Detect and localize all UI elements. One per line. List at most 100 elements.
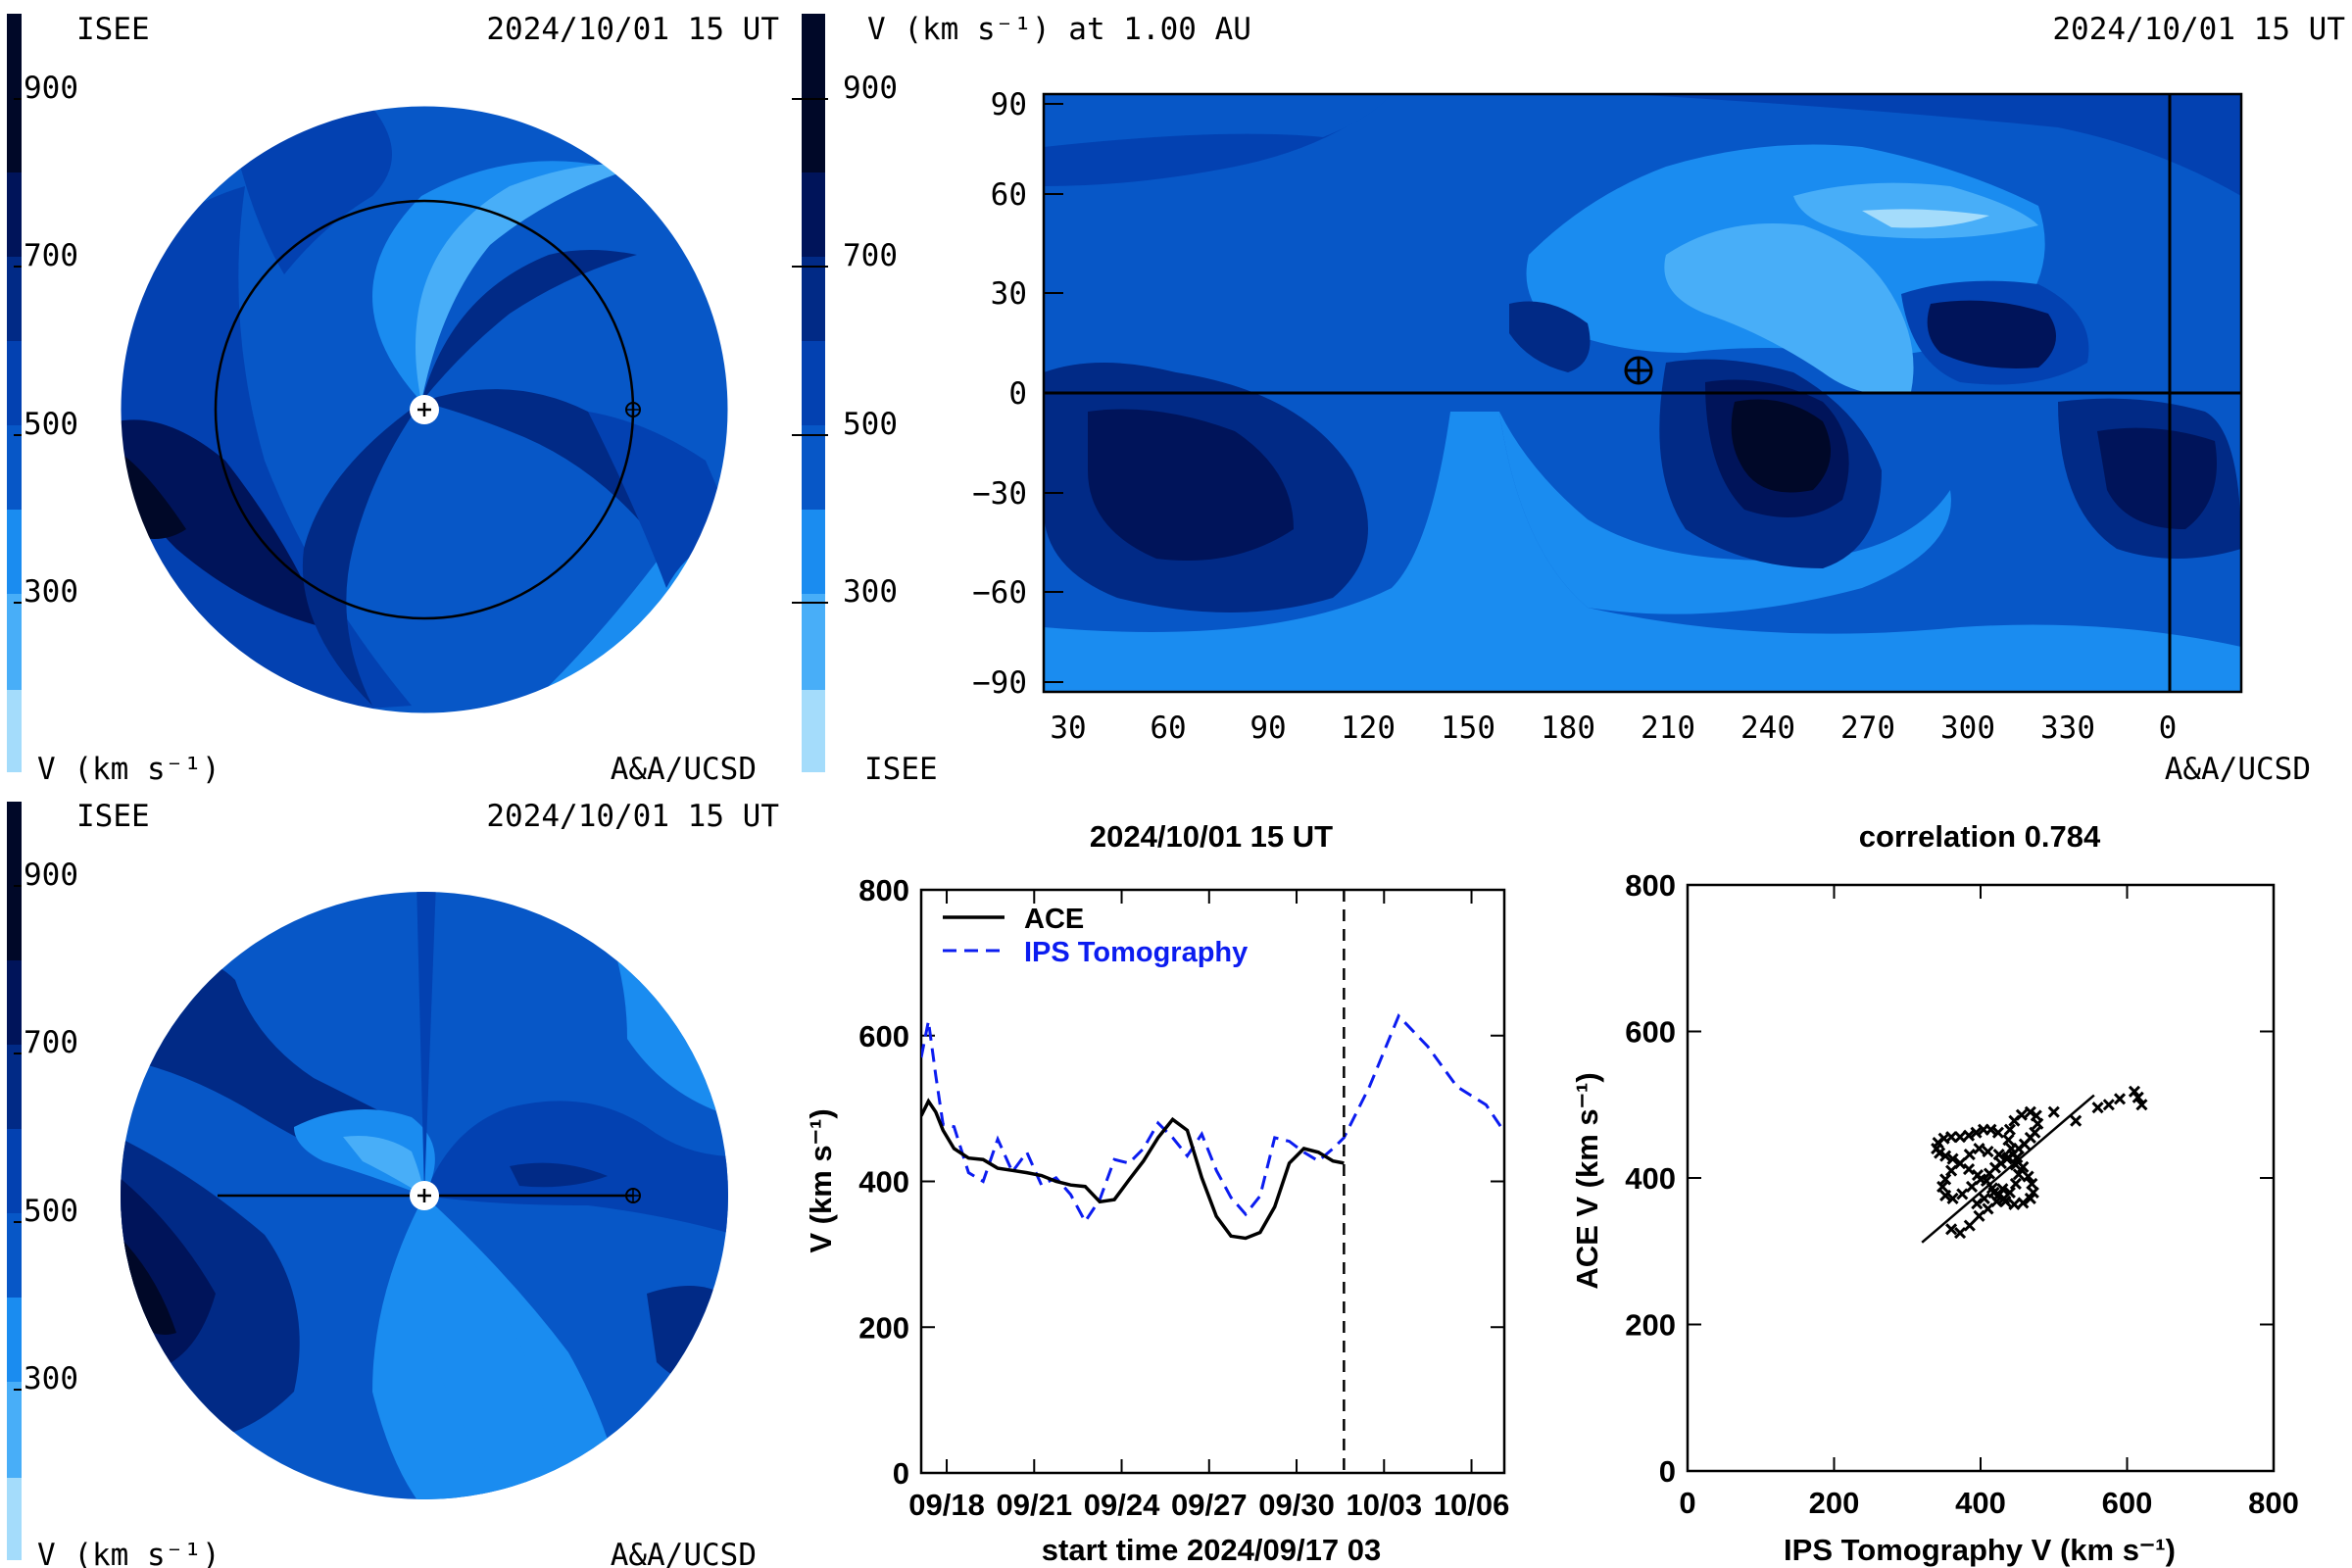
label-isee: ISEE: [864, 752, 938, 787]
scatter-point: [1954, 1226, 1967, 1240]
scatter-point: [1954, 1131, 1967, 1144]
sun-marker-icon: [410, 395, 439, 424]
y-tick-label: 200: [858, 1310, 909, 1345]
x-tick-label: 120: [1341, 710, 1396, 746]
scatter-point: [1945, 1223, 1958, 1236]
scatter-point: [1978, 1192, 1990, 1204]
x-tick-label: 300: [1940, 710, 1995, 746]
x-tick-label: 400: [1955, 1486, 2006, 1520]
scatter-point: [2029, 1126, 2041, 1139]
x-axis: 09/18 09/21 09/24 09/27 09/30 10/03 10/06: [908, 890, 1509, 1522]
cbar-seg-8: [7, 690, 22, 772]
cbar-tick-700: 700: [843, 238, 898, 273]
scatter-point: [2113, 1093, 2127, 1105]
scatter-point: [1984, 1123, 1997, 1136]
scatter-point: [2026, 1177, 2038, 1191]
sun-marker-icon: [410, 1181, 439, 1210]
cbar-tick-500: 500: [24, 407, 78, 442]
chart-title: 2024/10/01 15 UT: [1090, 819, 1333, 854]
cbar-tick-900: 900: [843, 71, 898, 106]
scatter-point: [2017, 1160, 2030, 1173]
scatter-point: [1996, 1183, 2009, 1196]
x-tick-label: 800: [2248, 1486, 2299, 1520]
colorbar-left-bottom: 900 700 500 300: [7, 802, 78, 1560]
scatter-point: [1973, 1143, 1985, 1155]
plot-frame: [919, 888, 1506, 1475]
scatter-point: [2128, 1085, 2141, 1098]
unit-label: V (km s⁻¹): [37, 752, 220, 787]
earth-marker-icon: [625, 1188, 641, 1203]
scatter-point: [1946, 1152, 1959, 1165]
x-axis-label: start time 2024/09/17 03: [1042, 1533, 1381, 1567]
y-tick-label: 800: [1625, 868, 1676, 903]
cbar-tick-700: 700: [24, 238, 78, 273]
date-label: 2024/10/01 15 UT: [486, 12, 779, 47]
panel-scatter: correlation 0.784 0 200 400 600 800 0 200 400 6…: [1570, 819, 2299, 1567]
y-tick-label: 30: [991, 276, 1027, 312]
scatter-point: [2027, 1186, 2039, 1200]
scatter-point: [2003, 1123, 2016, 1136]
cbar-seg-6: [7, 510, 22, 594]
scatter-point: [1962, 1129, 1976, 1142]
scatter-point: [1971, 1168, 1984, 1182]
series-ips-tomography-line: [921, 1012, 1504, 1225]
panel-meridional-view: 900 700 500 300 ISEE 2024/10/01 15 UT V …: [7, 799, 779, 1568]
x-tick-label: 90: [1250, 710, 1286, 746]
earth-marker-icon: [625, 402, 641, 417]
x-tick-label: 210: [1641, 710, 1695, 746]
x-tick-label: 09/21: [996, 1488, 1072, 1522]
cbar-seg-1: [7, 14, 22, 172]
scatter-point: [1939, 1189, 1952, 1202]
scatter-point: [1987, 1186, 2000, 1200]
cbar-tick-300: 300: [843, 574, 898, 610]
y-tick-label: −60: [972, 575, 1027, 611]
scatter-point: [2102, 1099, 2115, 1111]
credit-label: A&A/UCSD: [611, 1538, 757, 1568]
y-tick-label: −30: [972, 476, 1027, 512]
cbar-seg-2: [7, 172, 22, 257]
cbar-seg-4: [7, 341, 22, 425]
scatter-point: [1946, 1192, 1959, 1204]
scatter-point: [1963, 1149, 1976, 1161]
cbar-tick-900: 900: [24, 71, 78, 106]
x-tick-label: 150: [1441, 710, 1495, 746]
legend-ips-label: IPS Tomography: [1024, 937, 1248, 968]
colorbar-left-top: 900 700 500 300: [7, 14, 78, 772]
x-tick-label: 10/06: [1434, 1488, 1510, 1522]
date-label: 2024/10/01 15 UT: [486, 799, 779, 834]
cbar-tick-300: 300: [24, 1361, 78, 1396]
y-tick-label: 0: [1008, 376, 1027, 412]
scatter-point: [2008, 1198, 2021, 1210]
y-tick-label: 400: [1625, 1161, 1676, 1196]
scatter-point: [1963, 1219, 1976, 1232]
scatter-point: [1962, 1162, 1976, 1176]
scatter-point: [2047, 1105, 2060, 1118]
y-tick-label: 60: [991, 177, 1027, 213]
scatter-point: [2135, 1099, 2148, 1111]
cbar-tick-500: 500: [843, 407, 898, 442]
scatter-point: [1945, 1131, 1958, 1144]
scatter-point: [1991, 1126, 2005, 1139]
y-tick-label: 400: [858, 1165, 909, 1200]
cbar-tick-700: 700: [24, 1025, 78, 1060]
scatter-point: [2009, 1177, 2022, 1191]
y-tick-label: −90: [972, 665, 1027, 701]
chart-title: correlation 0.784: [1859, 819, 2101, 854]
panel-ecliptic-view: 900 700 500 300 ISEE 2024/10/01 15 UT V …: [7, 12, 779, 787]
y-axis-label: V (km s⁻¹): [804, 1108, 838, 1252]
cbar-tick-300: 300: [24, 574, 78, 610]
earth-marker-icon: [1624, 356, 1653, 385]
panel-synoptic-map: 900 700 500 300 V (km s⁻¹) at 1.00 AU 20…: [792, 12, 2345, 787]
map-title: V (km s⁻¹) at 1.00 AU: [867, 12, 1251, 47]
x-tick-label: 0: [2159, 710, 2178, 746]
x-tick-label: 180: [1541, 710, 1595, 746]
y-tick-label: 600: [1625, 1015, 1676, 1050]
x-tick-label: 09/18: [908, 1488, 985, 1522]
scatter-point: [2024, 1192, 2036, 1204]
y-tick-label: 600: [858, 1019, 909, 1054]
fit-line: [1921, 1094, 2095, 1244]
legend: ACE IPS Tomography: [943, 904, 1248, 968]
legend-ace-label: ACE: [1024, 904, 1084, 935]
scatter-point: [2011, 1152, 2024, 1164]
scatter-point: [1982, 1146, 1994, 1158]
